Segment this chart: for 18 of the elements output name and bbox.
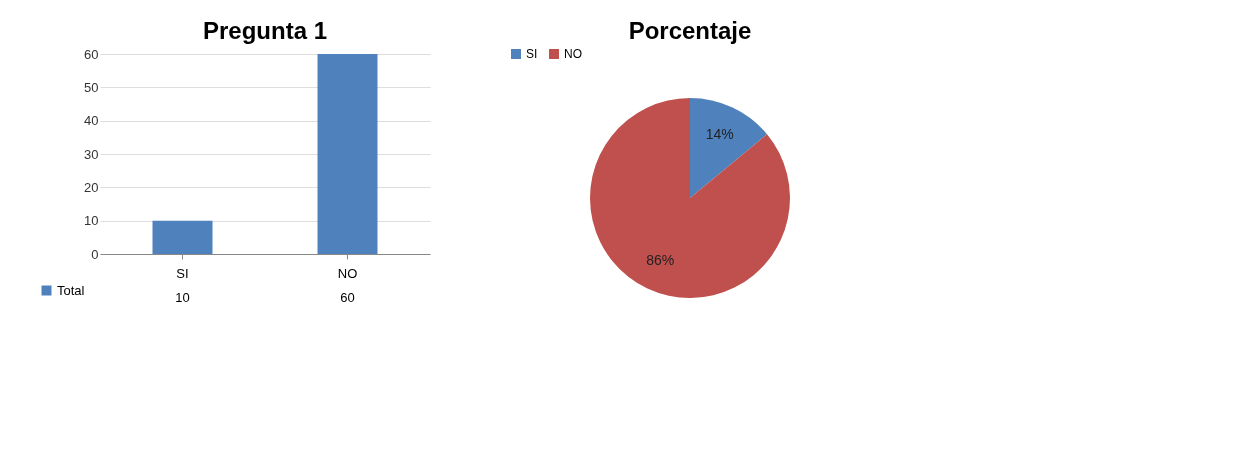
data-label: 10 [175,290,190,305]
data-label: 60 [340,290,355,305]
y-tick-label: 20 [84,179,99,195]
data-label: 86% [646,252,675,269]
y-tick-label: 10 [84,213,99,229]
legend-label: SI [526,47,538,61]
pie-slice [690,98,768,198]
legend-label: Total [57,282,85,298]
legend-label: NO [564,47,582,61]
y-tick-label: 40 [84,113,99,129]
pie-slice [590,98,790,298]
y-tick-label: 50 [84,79,99,95]
chart-title: Porcentaje [628,17,752,44]
data-label: 14% [705,125,734,142]
y-tick-label: 30 [84,146,99,162]
chart-title: Pregunta 1 [202,17,328,44]
y-tick-label: 60 [84,46,99,62]
y-tick-label: 0 [91,246,99,262]
